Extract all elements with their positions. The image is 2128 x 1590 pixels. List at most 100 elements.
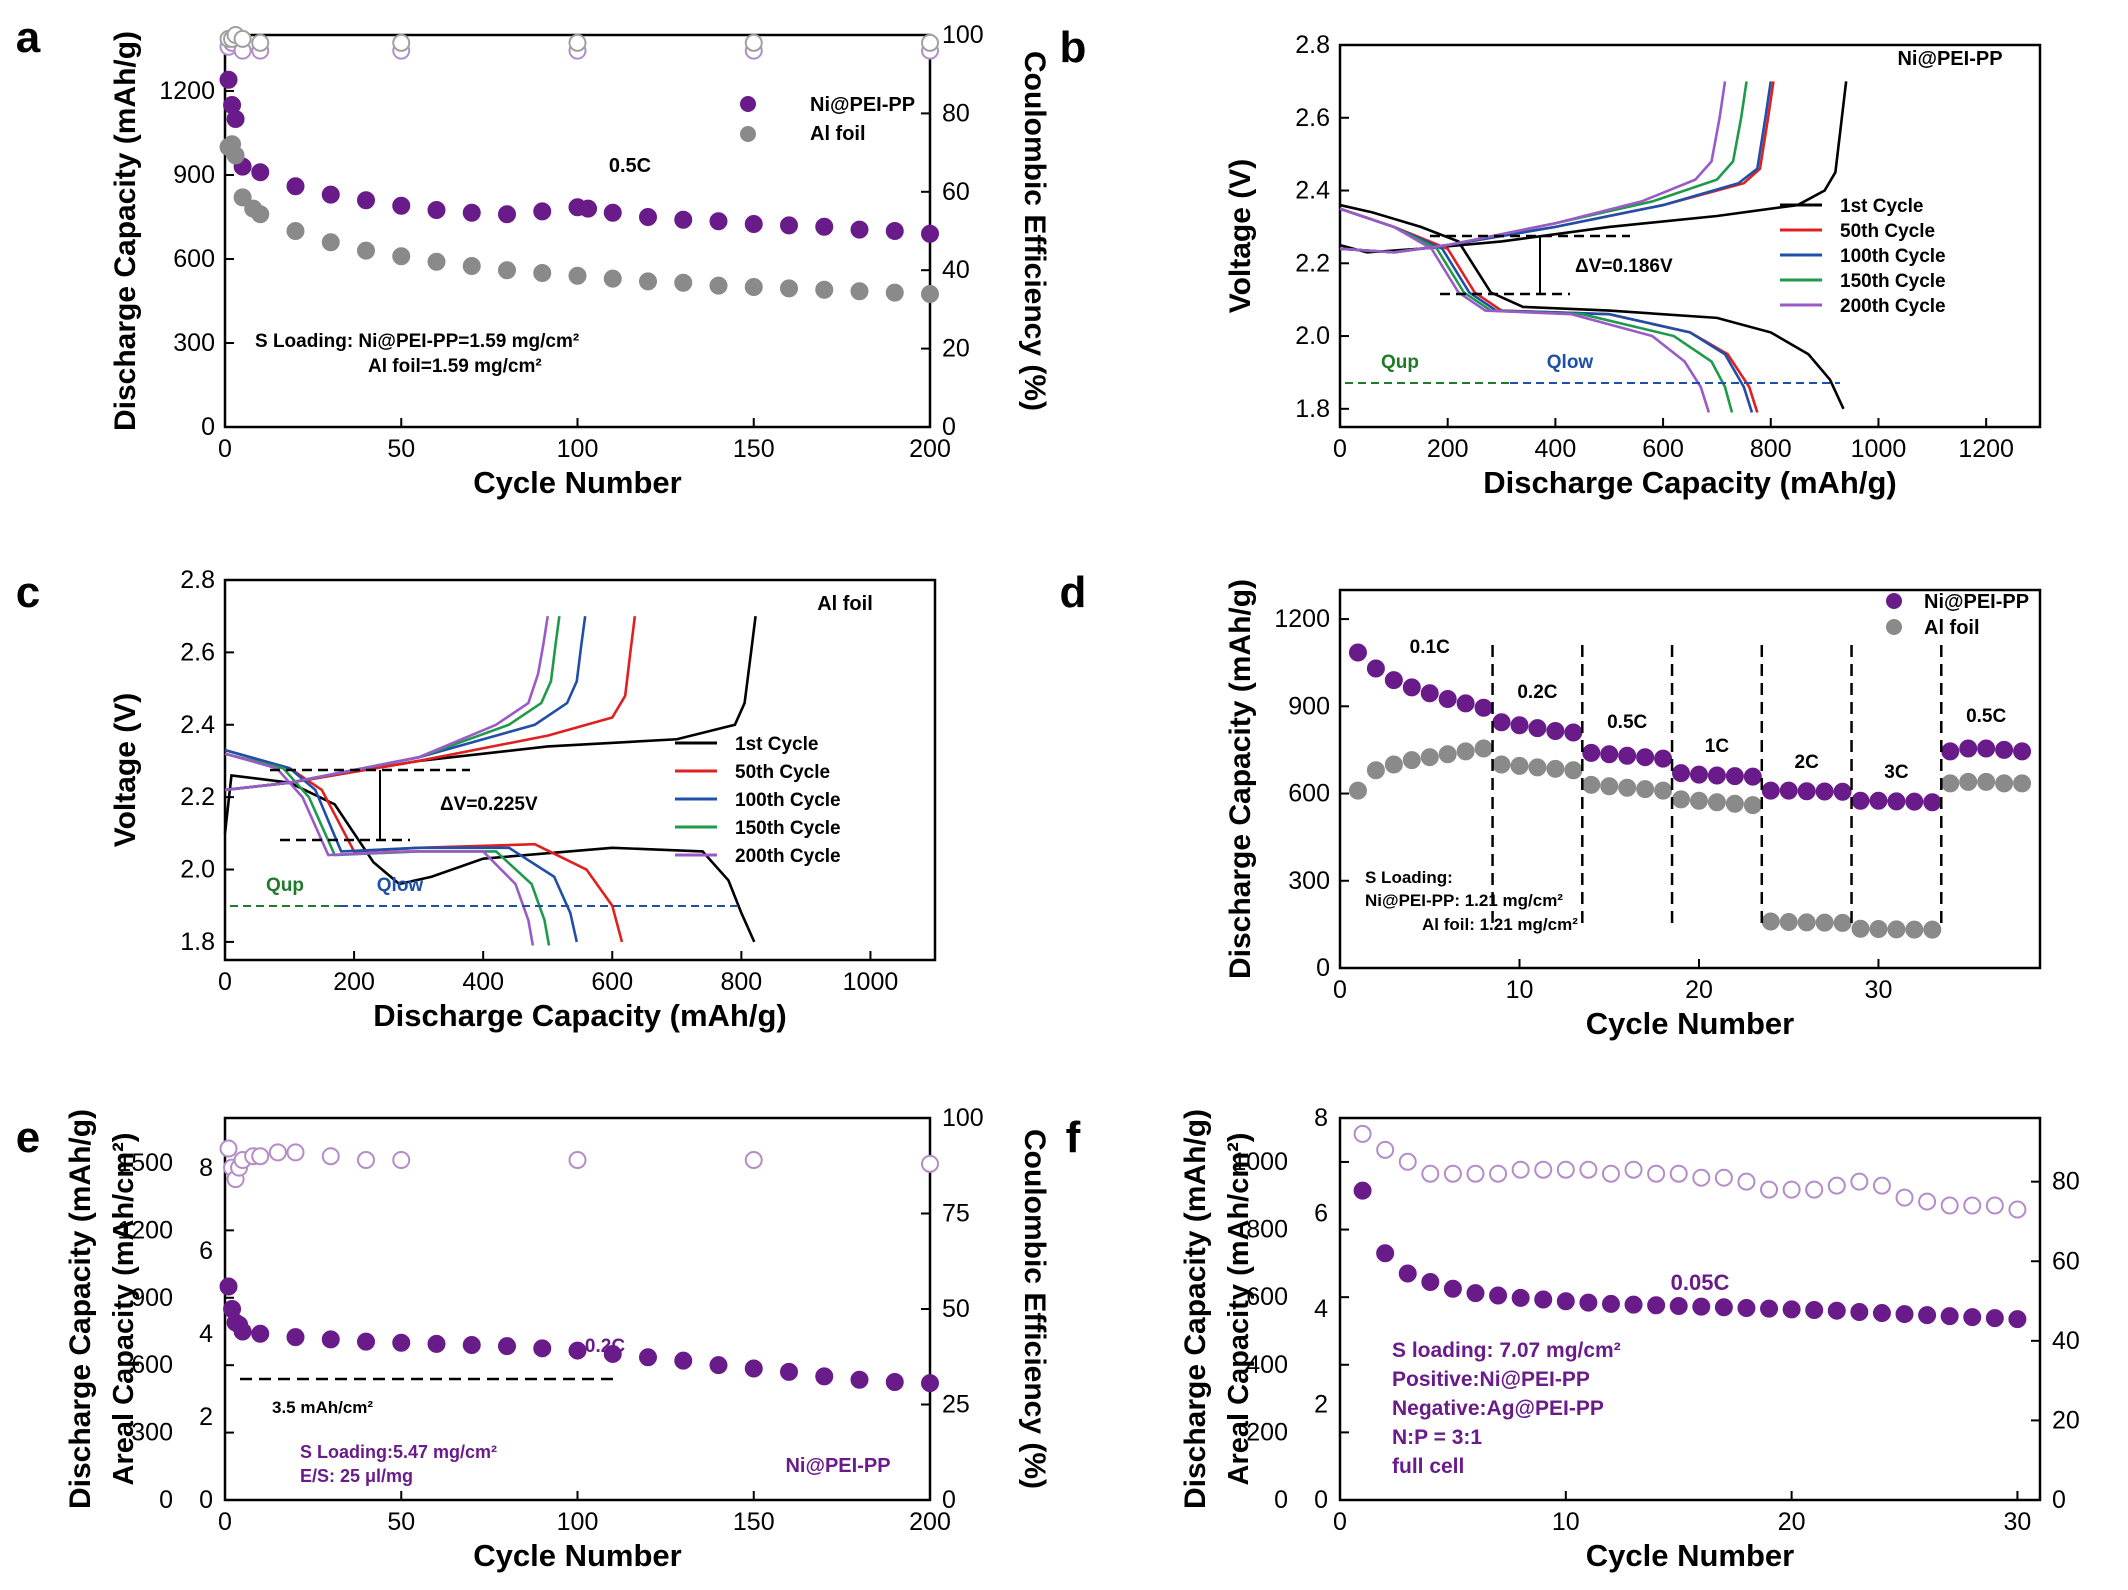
data-point [1398,1264,1417,1283]
data-point [1601,1164,1620,1183]
legend-label: Ni@PEI-PP [810,94,915,116]
data-point [1872,1304,1891,1323]
data-point [1353,1181,1372,1200]
y-inner-tick-label: 2 [1314,1391,1328,1419]
x-tick-label: 0 [218,968,232,996]
x-tick-label: 100 [557,435,599,463]
data-point [639,1348,657,1367]
y2-tick-label: 50 [942,1295,970,1323]
panel-letter: c [16,568,40,617]
loading-note: Al foil=1.59 mg/cm² [368,356,542,377]
x-tick-label: 400 [1535,435,1577,463]
data-point [780,279,798,298]
x-tick-label: 600 [1642,435,1684,463]
data-point [226,110,245,128]
x-tick-label: 0 [218,435,232,463]
y2-tick-label: 40 [942,256,970,284]
data-point [1546,722,1565,741]
sample-label: Ni@PEI-PP [785,1455,890,1477]
data-point [462,203,481,222]
y-tick-label: 1.8 [180,928,215,956]
data-point [1941,742,1960,761]
legend-label: 1st Cycle [1840,196,1923,217]
data-point [1737,1172,1756,1191]
x-axis-label: Cycle Number [473,465,681,500]
data-point [498,205,516,224]
y-tick-label: 1200 [159,77,215,105]
data-point [251,163,270,182]
data-point [1366,761,1385,780]
y2-axis-label: Coulombic Efficiency (%) [1018,51,1051,411]
plot-frame [1338,1116,2042,1502]
y-tick-label: 200 [1246,1418,1288,1446]
data-point [1782,1300,1801,1319]
data-point [1977,739,1996,758]
data-point [1805,1180,1824,1199]
data-point [709,276,728,295]
rate-label: 2C [1795,752,1820,773]
data-point [815,280,834,299]
data-point [1872,1176,1891,1195]
data-point [1692,1168,1711,1187]
data-point [1779,781,1798,800]
data-point [251,1147,270,1166]
data-point [498,261,516,280]
data-point [1869,791,1888,810]
data-point [286,1143,305,1162]
data-point [1895,1188,1914,1207]
data-point [603,203,622,222]
y2-tick-label: 0 [942,413,956,441]
data-point [744,1359,763,1378]
data-point [1963,1196,1982,1215]
data-point [233,29,252,48]
data-point [1582,743,1601,762]
loading-note: Ni@PEI-PP: 1.21 mg/cm² [1365,891,1563,910]
data-point [2013,774,2032,793]
data-point [1556,1160,1575,1179]
y-tick-label: 0 [201,413,215,441]
y-inner-tick-label: 6 [199,1237,213,1265]
data-point [1579,1293,1598,1312]
data-point [674,1351,693,1370]
x-tick-label: 400 [462,968,504,996]
data-point [1714,1168,1733,1187]
data-point [1797,913,1816,932]
data-point [744,215,763,233]
y-tick-label: 600 [131,1351,173,1379]
cell-note: S loading: 7.07 mg/cm² [1392,1339,1621,1362]
data-point [744,33,763,52]
plot-frame [223,578,937,962]
data-point [815,217,834,236]
y-tick-label: 2.2 [180,783,215,811]
panel-letter: a [16,13,41,62]
data-point [1456,694,1475,713]
cell-note: Positive:Ni@PEI-PP [1392,1368,1590,1391]
data-point [1692,1297,1711,1316]
data-point [921,33,939,52]
y-tick-label: 300 [173,329,215,357]
series-line [224,752,535,946]
y-tick-label: 900 [173,161,215,189]
legend-label: Al foil [810,123,866,145]
data-point [1737,1298,1756,1317]
y-tick-label: 0 [159,1486,173,1514]
data-point [219,1277,238,1296]
data-point [1918,1192,1937,1211]
data-point [392,1333,411,1352]
x-tick-label: 800 [721,968,763,996]
data-point [392,33,411,52]
data-point [568,266,587,285]
legend-label: 150th Cycle [735,818,841,839]
data-point [357,191,375,210]
data-point [1421,1272,1440,1291]
y2-tick-label: 60 [2052,1247,2080,1275]
data-point [1556,1292,1575,1311]
data-point [286,1328,305,1347]
data-point [1348,643,1367,662]
data-point [1492,755,1511,774]
data-point [219,1139,238,1158]
y-tick-label: 1200 [117,1216,173,1244]
data-point [1636,748,1655,767]
data-point [1348,781,1367,800]
